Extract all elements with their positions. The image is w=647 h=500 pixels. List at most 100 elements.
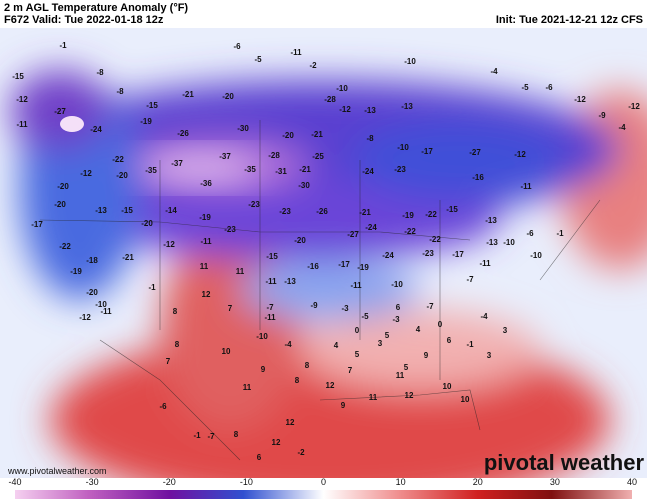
anomaly-label: 8 (175, 340, 180, 349)
anomaly-label: -12 (514, 150, 526, 159)
anomaly-label: 11 (369, 393, 378, 402)
anomaly-label: -11 (100, 307, 112, 316)
brand: pivotal weather (484, 450, 645, 475)
anomaly-label: -8 (116, 87, 124, 96)
anomaly-label: 5 (385, 331, 390, 340)
anomaly-label: -30 (298, 181, 310, 190)
anomaly-label: -16 (472, 173, 484, 182)
anomaly-label: -10 (391, 280, 403, 289)
title: 2 m AGL Temperature Anomaly (°F) (4, 2, 188, 14)
anomaly-label: -20 (141, 219, 153, 228)
anomaly-label: -21 (311, 130, 323, 139)
anomaly-label: -26 (177, 129, 189, 138)
anomaly-label: -6 (159, 402, 167, 411)
anomaly-label: -12 (16, 95, 28, 104)
anomaly-label: -13 (486, 238, 498, 247)
anomaly-label: -11 (265, 277, 277, 286)
anomaly-label: 10 (443, 382, 452, 391)
anomaly-label: -7 (426, 302, 434, 311)
anomaly-label: -6 (233, 42, 241, 51)
anomaly-label: 9 (424, 351, 429, 360)
anomaly-label: 12 (272, 438, 281, 447)
colorbar-tick-label: 30 (550, 477, 560, 487)
anomaly-label: -11 (479, 259, 491, 268)
anomaly-label: -22 (59, 242, 71, 251)
anomaly-label: -9 (310, 301, 318, 310)
colorbar-tick-label: 10 (396, 477, 406, 487)
anomaly-label: -24 (365, 223, 377, 232)
anomaly-label: -17 (421, 147, 433, 156)
anomaly-label: 0 (438, 320, 443, 329)
anomaly-label: -1 (59, 41, 67, 50)
colorbar-ticks: -40 -30 -20 -10 0 10 20 30 40 (8, 477, 637, 487)
anomaly-label: 10 (222, 347, 231, 356)
anomaly-label: -28 (268, 151, 280, 160)
anomaly-label: -23 (279, 207, 291, 216)
anomaly-label: -37 (219, 152, 231, 161)
anomaly-label: 12 (286, 418, 295, 427)
anomaly-label: -1 (556, 229, 564, 238)
anomaly-label: 9 (341, 401, 346, 410)
anomaly-label: -19 (199, 213, 211, 222)
anomaly-label: 8 (305, 361, 310, 370)
anomaly-label: -4 (284, 340, 292, 349)
anomaly-label: -22 (112, 155, 124, 164)
anomaly-label: -20 (54, 200, 66, 209)
anomaly-label: -21 (359, 208, 371, 217)
anomaly-label: -19 (402, 211, 414, 220)
anomaly-label: -25 (312, 152, 324, 161)
anomaly-label: -16 (307, 262, 319, 271)
anomaly-label: 6 (447, 336, 452, 345)
anomaly-label: 4 (416, 325, 421, 334)
anomaly-label: -6 (526, 229, 534, 238)
anomaly-label: -35 (145, 166, 157, 175)
anomaly-label: -12 (80, 169, 92, 178)
anomaly-label: 12 (405, 391, 414, 400)
anomaly-label: 7 (348, 366, 353, 375)
anomaly-label: -5 (361, 312, 369, 321)
anomaly-label: -3 (341, 304, 349, 313)
anomaly-label: 12 (326, 381, 335, 390)
anomaly-label: 3 (378, 339, 383, 348)
anomaly-label: -20 (282, 131, 294, 140)
anomaly-label: -22 (425, 210, 437, 219)
anomaly-label: -15 (146, 101, 158, 110)
anomaly-label: -6 (545, 83, 553, 92)
anomaly-label: -8 (96, 68, 104, 77)
anomaly-label: 10 (461, 395, 470, 404)
anomaly-label: -13 (485, 216, 497, 225)
anomaly-label: -4 (490, 67, 498, 76)
colorbar (15, 490, 632, 499)
anomaly-label: -15 (12, 72, 24, 81)
anomaly-label: -12 (163, 240, 175, 249)
anomaly-label: -7 (466, 275, 474, 284)
anomaly-label: -27 (469, 148, 481, 157)
anomaly-label: -27 (54, 107, 66, 116)
anomaly-labels: -1-8-15-12-27-24-8-15-21 -20-6-5-11-2 -10-… (12, 41, 640, 462)
anomaly-label: -24 (362, 167, 374, 176)
anomaly-label: 5 (404, 363, 409, 372)
anomaly-label: -11 (350, 281, 362, 290)
anomaly-label: -1 (466, 340, 474, 349)
anomaly-label: 4 (334, 341, 339, 350)
anomaly-label: -13 (401, 102, 413, 111)
anomaly-label: -28 (324, 95, 336, 104)
anomaly-label: -10 (95, 300, 107, 309)
anomaly-label: 12 (202, 290, 211, 299)
anomaly-label: -22 (404, 227, 416, 236)
anomaly-label: -23 (394, 165, 406, 174)
anomaly-label: -30 (237, 124, 249, 133)
anomaly-label: -36 (200, 179, 212, 188)
anomaly-label: -37 (171, 159, 183, 168)
anomaly-label: -19 (70, 267, 82, 276)
anomaly-label: -20 (222, 92, 234, 101)
anomaly-label: 8 (173, 307, 178, 316)
anomaly-label: -2 (309, 61, 317, 70)
anomaly-label: -5 (254, 55, 262, 64)
anomaly-label: -11 (520, 182, 532, 191)
anomaly-label: -17 (338, 260, 350, 269)
anomaly-label: -15 (266, 252, 278, 261)
anomaly-label: -4 (480, 312, 488, 321)
anomaly-label: -15 (121, 206, 133, 215)
